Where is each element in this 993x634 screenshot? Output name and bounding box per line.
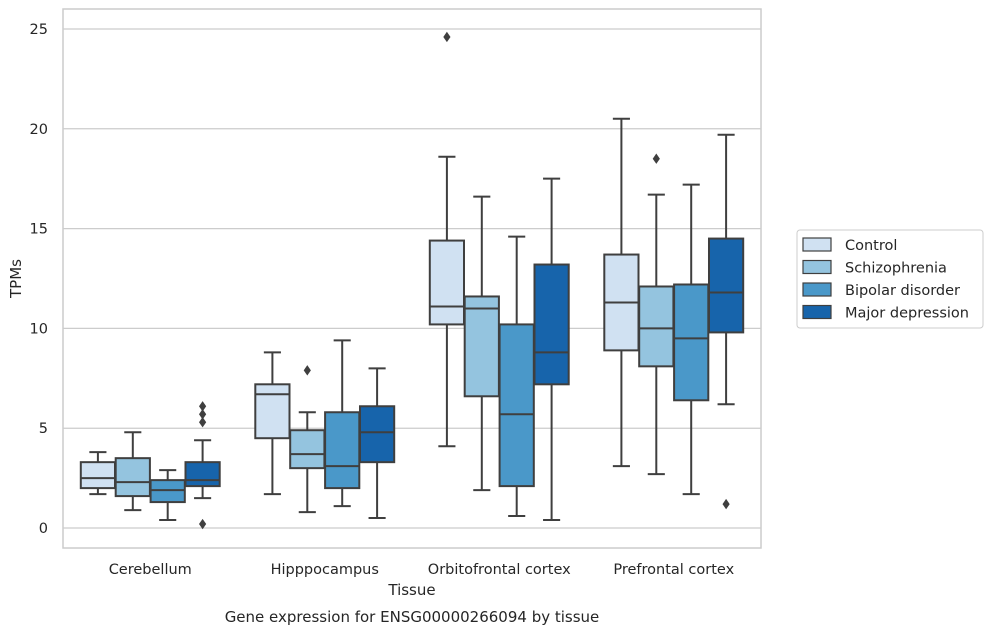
legend: Control Schizophrenia Bipolar disorder Majo…: [796, 229, 984, 329]
y-tick-labels: 0 5 10 15 20 25: [30, 22, 48, 537]
box-iqr: [428, 239, 466, 326]
legend-swatch: [802, 237, 832, 252]
legend-frame: [796, 229, 984, 329]
box-1-1: [289, 365, 326, 514]
box-iqr: [498, 323, 535, 488]
box-2-0: [428, 31, 466, 448]
box-plot-marks: [79, 31, 745, 530]
legend-label: Schizophrenia: [845, 261, 947, 277]
y-tick-label: 5: [39, 421, 48, 437]
x-tick-label: Hipppocampus: [271, 562, 379, 578]
legend-swatch: [802, 304, 832, 320]
y-tick-label: 15: [30, 222, 48, 238]
outlier-point: [652, 153, 660, 164]
box-0-1: [114, 431, 151, 512]
x-tick-label: Prefrontal cortex: [613, 562, 734, 578]
legend-swatch: [802, 282, 832, 297]
box-2-1: [463, 195, 500, 492]
chart-caption: Gene expression for ENSG00000266094 by t…: [225, 608, 600, 626]
outlier-point: [443, 31, 451, 43]
y-axis-label: TPMs: [7, 259, 25, 299]
x-tick-labels: Cerebellum Hipppocampus Orbitofrontal cort…: [109, 562, 735, 578]
legend-items: Control Schizophrenia Bipolar disorder Majo…: [802, 237, 969, 322]
plot-frame: [62, 8, 762, 549]
x-axis-label: Tissue: [387, 581, 435, 599]
box-1-0: [254, 351, 291, 496]
box-iqr: [638, 285, 675, 368]
box-2-3: [533, 177, 570, 522]
box-3-2: [673, 183, 710, 496]
outlier-point: [199, 401, 207, 412]
box-iqr: [707, 237, 745, 334]
box-0-2: [149, 469, 186, 522]
box-2-2: [498, 235, 535, 518]
box-iqr: [289, 429, 326, 470]
box-iqr: [114, 457, 151, 498]
box-3-1: [638, 153, 675, 476]
outlier-point: [199, 417, 207, 428]
y-tick-label: 20: [30, 122, 48, 138]
box-3-0: [603, 117, 640, 468]
y-tick-label: 25: [30, 22, 48, 38]
x-tick-label: Orbitofrontal cortex: [428, 562, 571, 578]
box-0-0: [79, 451, 117, 496]
box-1-2: [324, 339, 361, 508]
outlier-point: [199, 409, 207, 420]
outlier-point: [199, 518, 207, 530]
box-0-3: [184, 401, 221, 530]
box-iqr: [463, 295, 500, 398]
box-iqr: [673, 283, 710, 402]
box-1-3: [358, 367, 396, 520]
legend-label: Major depression: [845, 306, 969, 322]
outlier-point: [722, 498, 730, 510]
box-iqr: [79, 461, 117, 490]
y-tick-label: 10: [30, 321, 48, 337]
legend-label: Bipolar disorder: [845, 283, 960, 299]
legend-label: Control: [845, 238, 897, 254]
y-tick-label: 0: [39, 521, 48, 537]
box-3-3: [707, 133, 745, 510]
box-iqr: [358, 405, 396, 464]
x-tick-label: Cerebellum: [109, 562, 192, 578]
box-iqr: [184, 461, 221, 488]
legend-swatch: [802, 259, 832, 275]
outlier-point: [303, 365, 311, 376]
box-iqr: [533, 263, 570, 386]
y-gridlines: [63, 28, 761, 529]
box-iqr: [254, 383, 291, 440]
box-iqr: [324, 411, 361, 490]
